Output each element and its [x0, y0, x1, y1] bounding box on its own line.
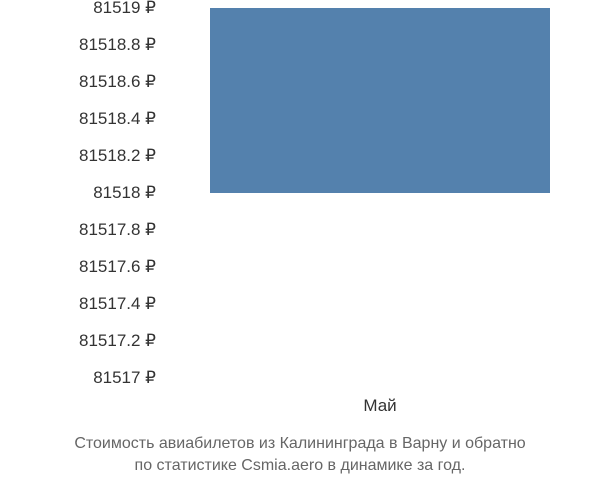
x-axis-label: Май — [363, 396, 396, 416]
bar — [210, 8, 550, 193]
y-tick-label: 81519 ₽ — [93, 0, 156, 18]
price-chart: 81519 ₽ 81518.8 ₽ 81518.6 ₽ 81518.4 ₽ 81518.… — [0, 0, 600, 500]
caption-line-1: Стоимость авиабилетов из Калининграда в … — [74, 435, 525, 452]
y-tick-label: 81518 ₽ — [93, 183, 156, 203]
y-tick-label: 81517 ₽ — [93, 368, 156, 388]
y-tick-label: 81517.6 ₽ — [79, 257, 156, 277]
y-axis-ticks: 81519 ₽81518.8 ₽81518.6 ₽81518.4 ₽81518.… — [0, 8, 156, 378]
y-tick-label: 81518.2 ₽ — [79, 146, 156, 166]
y-tick-label: 81517.2 ₽ — [79, 331, 156, 351]
y-tick-label: 81518.4 ₽ — [79, 109, 156, 129]
plot-area — [195, 8, 565, 378]
y-tick-label: 81518.6 ₽ — [79, 72, 156, 92]
caption-line-2: по статистике Csmia.aero в динамике за г… — [135, 457, 466, 474]
y-tick-label: 81517.4 ₽ — [79, 294, 156, 314]
chart-caption: Стоимость авиабилетов из Калининграда в … — [0, 433, 600, 476]
y-tick-label: 81517.8 ₽ — [79, 220, 156, 240]
y-tick-label: 81518.8 ₽ — [79, 35, 156, 55]
